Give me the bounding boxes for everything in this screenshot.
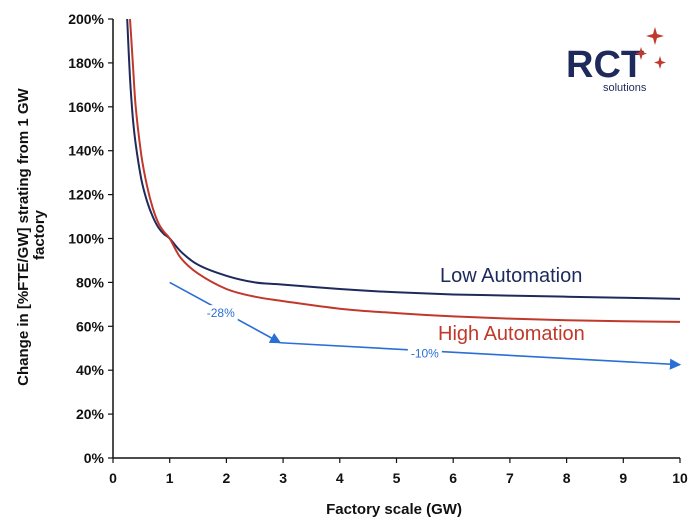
x-tick-label: 5 xyxy=(393,470,401,486)
x-tick-label: 1 xyxy=(166,470,174,486)
y-axis-title-line-2: factory xyxy=(31,209,48,260)
y-tick-label: 180% xyxy=(68,55,104,71)
x-tick-label: 9 xyxy=(619,470,627,486)
annotation-label: -28% xyxy=(207,306,235,320)
y-tick-label: 80% xyxy=(76,274,105,290)
y-tick-labels: 0% 20% 40% 60% 80% 100% 120% 140% 160% 180% 200% xyxy=(68,11,113,466)
y-tick-label: 140% xyxy=(68,143,104,159)
y-tick-label: 200% xyxy=(68,11,104,27)
y-tick-label: 40% xyxy=(76,362,105,378)
y-tick-label: 100% xyxy=(68,231,104,247)
x-tick-label: 0 xyxy=(109,470,117,486)
annotations: -28% -10% xyxy=(169,281,682,370)
y-axis-title: Change in [%FTE/GW] strating from 1 GW f… xyxy=(15,84,48,386)
annotation-label-bg xyxy=(203,305,238,322)
y-tick-label: 160% xyxy=(68,99,104,115)
logo-text: RCT xyxy=(566,44,644,86)
x-tick-label: 10 xyxy=(672,470,688,486)
logo-subtitle: solutions xyxy=(603,82,647,94)
annotation-label-bg xyxy=(407,345,442,362)
series-label-high-automation: High Automation xyxy=(438,323,585,345)
x-tick-label: 8 xyxy=(563,470,571,486)
series-lines xyxy=(126,18,681,323)
x-tick-label: 2 xyxy=(223,470,231,486)
x-tick-labels: 0 1 2 3 4 5 6 7 8 9 10 xyxy=(109,458,688,486)
y-tick-label: 20% xyxy=(76,406,105,422)
x-axis-title: Factory scale (GW) xyxy=(326,501,462,518)
series-labels: Low Automation High Automation xyxy=(438,265,585,345)
x-tick-label: 4 xyxy=(336,470,344,486)
series-line-high-automation xyxy=(129,18,681,323)
annotation-label: -10% xyxy=(411,347,439,361)
series-label-low-automation: Low Automation xyxy=(440,265,582,287)
y-tick-label: 60% xyxy=(76,318,105,334)
x-tick-label: 6 xyxy=(449,470,457,486)
y-tick-label: 120% xyxy=(68,187,104,203)
logo-star-icon xyxy=(635,27,666,69)
rct-logo: RCT solutions xyxy=(566,27,666,94)
x-tick-label: 7 xyxy=(506,470,514,486)
series-line-low-automation xyxy=(126,18,681,300)
y-tick-label: 0% xyxy=(84,450,105,466)
y-axis-title-line-1: Change in [%FTE/GW] strating from 1 GW xyxy=(15,87,32,385)
x-tick-label: 3 xyxy=(279,470,287,486)
annotation-arrow xyxy=(280,341,682,370)
